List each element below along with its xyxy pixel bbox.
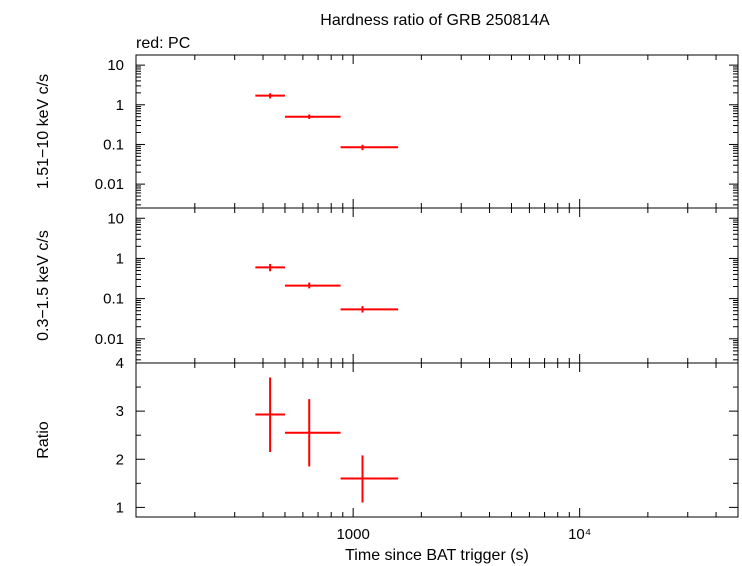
y-axis-label: Ratio [35, 421, 52, 458]
data-point [255, 377, 285, 453]
y-tick-label: 2 [116, 451, 124, 468]
x-axis-label: Time since BAT trigger (s) [345, 547, 529, 564]
panel-frame [135, 54, 739, 209]
data-point [284, 399, 341, 467]
chart-title: Hardness ratio of GRB 250814A [320, 12, 550, 29]
y-tick-label: 0.1 [103, 291, 124, 308]
data-point [340, 455, 399, 503]
y-tick-label: 10 [107, 57, 124, 74]
x-tick-label: 10⁴ [568, 526, 591, 543]
y-tick-label: 1 [116, 499, 124, 516]
panel-ratio: 4 3 2 1 Ratio [35, 355, 739, 518]
y-tick-label: 3 [116, 403, 124, 420]
data-point [284, 114, 341, 119]
y-axis-label: 0.3−1.5 keV c/s [35, 230, 52, 341]
y-tick-label: 4 [116, 355, 124, 372]
y-tick-label: 10 [107, 210, 124, 227]
panel-frame [135, 362, 739, 518]
data-point [255, 93, 285, 99]
y-axis-label: 1.51−10 keV c/s [35, 74, 52, 189]
legend-note: red: PC [136, 35, 190, 52]
y-tick-label: 1 [116, 97, 124, 114]
data-point [255, 263, 285, 272]
data-point [340, 306, 399, 313]
y-tick-label: 0.01 [95, 176, 124, 193]
panel-frame [135, 207, 739, 364]
data-point [340, 144, 399, 151]
panel-soft: 10 1 0.1 0.01 0.3−1.5 keV c/s [35, 207, 739, 364]
y-tick-label: 1 [116, 250, 124, 267]
panels: 10 1 0.1 0.01 1.51−10 keV c/s 10 1 0.1 0.01 0.3−1… [35, 54, 739, 543]
panel-hard: 10 1 0.1 0.01 1.51−10 keV c/s [35, 54, 739, 209]
y-tick-label: 0.01 [95, 331, 124, 348]
data-point [284, 282, 341, 289]
x-tick-label: 1000 [336, 526, 369, 543]
y-tick-label: 0.1 [103, 136, 124, 153]
